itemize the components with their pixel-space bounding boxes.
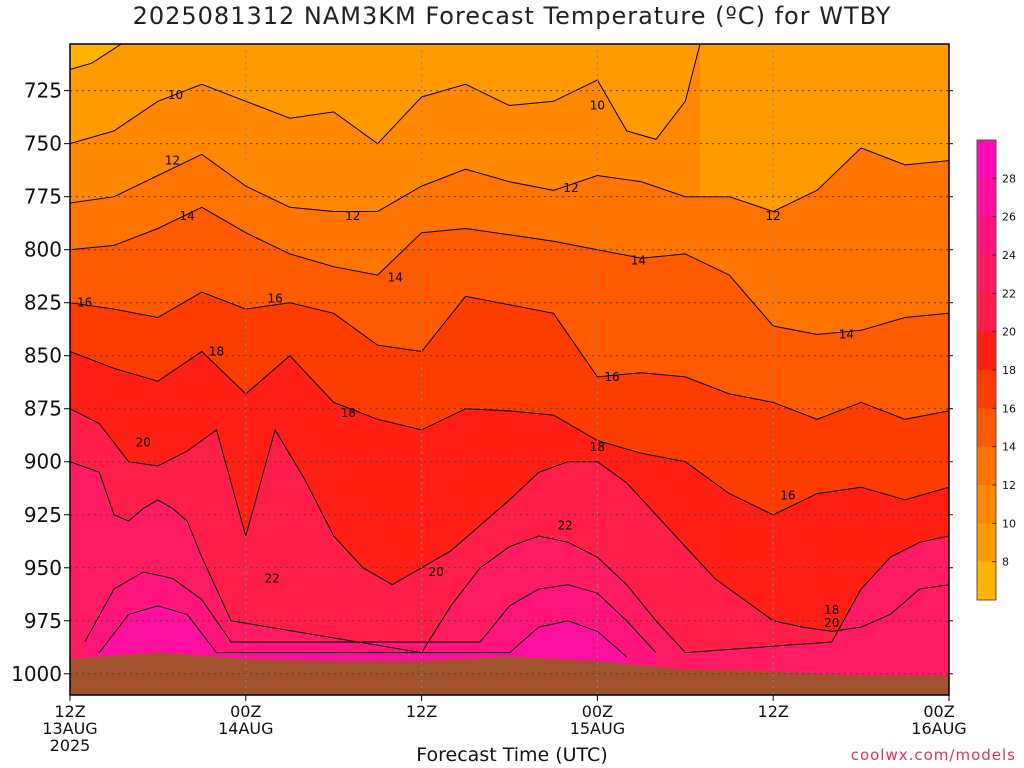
contour-label-18: 18 — [341, 406, 356, 420]
x-tick-label: 12Z — [54, 702, 85, 721]
colorbar-tick-label: 10 — [1002, 517, 1016, 530]
colorbar-swatch — [977, 561, 996, 601]
colorbar-tick-label: 24 — [1002, 249, 1016, 262]
colorbar-swatch — [977, 140, 996, 179]
contour-label-20: 20 — [429, 565, 444, 579]
colorbar-swatch — [977, 255, 996, 294]
contour-line-10 — [70, 44, 701, 145]
contour-label-18: 18 — [824, 603, 839, 617]
colorbar-swatch — [977, 523, 996, 563]
x-tick-label: 00Z — [582, 702, 613, 721]
contour-line-24 — [84, 571, 657, 653]
contour-label-14: 14 — [180, 209, 195, 223]
contour-label-14: 14 — [631, 253, 646, 267]
contour-label-16: 16 — [604, 370, 619, 384]
colorbar-swatch — [977, 446, 996, 486]
contour-label-10: 10 — [590, 98, 605, 112]
x-tick-label: 12Z — [406, 702, 437, 721]
colorbar-tick-label: 20 — [1002, 326, 1016, 339]
x-tick-label: 16AUG — [911, 719, 966, 738]
colorbar-tick-label: 26 — [1002, 211, 1016, 224]
contour-label-16: 16 — [77, 296, 92, 310]
contour-line-22 — [70, 461, 949, 654]
plot-frame — [69, 43, 950, 696]
contour-label-12: 12 — [563, 181, 578, 195]
colorbar-tick-label: 28 — [1002, 172, 1016, 185]
contour-label-12: 12 — [766, 209, 781, 223]
y-tick-label: 725 — [24, 79, 62, 103]
contour-label-14: 14 — [388, 270, 403, 284]
contour-cold-core — [70, 44, 123, 70]
contour-label-12: 12 — [165, 154, 180, 168]
colorbar-tick-label: 8 — [1002, 556, 1009, 569]
colorbar-swatch — [977, 293, 996, 333]
colorbar-swatch — [977, 216, 996, 256]
y-tick-label: 750 — [24, 132, 62, 156]
y-tick-label: 775 — [24, 185, 62, 209]
x-tick-label: 15AUG — [570, 719, 625, 738]
contour-line-20 — [70, 408, 949, 632]
y-tick-label: 825 — [24, 291, 62, 315]
x-tick-label: 14AUG — [218, 719, 273, 738]
y-tick-label: 800 — [24, 238, 62, 262]
contour-label-16: 16 — [780, 489, 795, 503]
colorbar-tick-label: 22 — [1002, 287, 1016, 300]
credit-text: coolwx.com/models — [850, 746, 1016, 764]
y-tick-label: 900 — [24, 450, 62, 474]
y-tick-label: 975 — [24, 609, 62, 633]
contour-line-12 — [70, 147, 949, 213]
contour-label-18: 18 — [590, 440, 605, 454]
contour-label-20: 20 — [136, 436, 151, 450]
contour-line-26 — [98, 605, 628, 658]
colorbar-swatch — [977, 370, 996, 409]
colorbar-tick-label: 14 — [1002, 441, 1016, 454]
contour-line-18 — [70, 350, 949, 516]
chart-title: 2025081312 NAM3KM Forecast Temperature (… — [132, 2, 892, 30]
contour-line-16 — [70, 291, 949, 420]
contour-label-20: 20 — [824, 616, 839, 630]
y-tick-label: 850 — [24, 344, 62, 368]
colorbar-swatch — [977, 331, 996, 371]
contour-label-14: 14 — [839, 328, 854, 342]
colorbar-swatch — [977, 408, 996, 448]
contour-label-12: 12 — [345, 209, 360, 223]
y-tick-label: 1000 — [11, 662, 62, 686]
contour-label-16: 16 — [267, 291, 282, 305]
colorbar-tick-label: 12 — [1002, 479, 1016, 492]
x-tick-label: 12Z — [758, 702, 789, 721]
band-fill-above-22 — [70, 461, 949, 695]
contour-label-22: 22 — [265, 571, 280, 585]
x-axis-label: Forecast Time (UTC) — [416, 744, 608, 766]
contour-label-18: 18 — [209, 344, 224, 358]
x-tick-label: 2025 — [50, 736, 91, 755]
x-tick-label: 13AUG — [42, 719, 97, 738]
contour-label-10: 10 — [168, 88, 183, 102]
contour-line-14 — [70, 206, 949, 336]
contour-label-22: 22 — [558, 518, 573, 532]
colorbar-swatch — [977, 485, 996, 524]
x-tick-label: 00Z — [230, 702, 261, 721]
colorbar-swatch — [977, 178, 996, 218]
colorbar-tick-label: 18 — [1002, 364, 1016, 377]
colorbar-tick-label: 16 — [1002, 402, 1016, 415]
x-tick-label: 00Z — [923, 702, 954, 721]
y-tick-label: 950 — [24, 556, 62, 580]
y-tick-label: 875 — [24, 397, 62, 421]
y-tick-label: 925 — [24, 503, 62, 527]
